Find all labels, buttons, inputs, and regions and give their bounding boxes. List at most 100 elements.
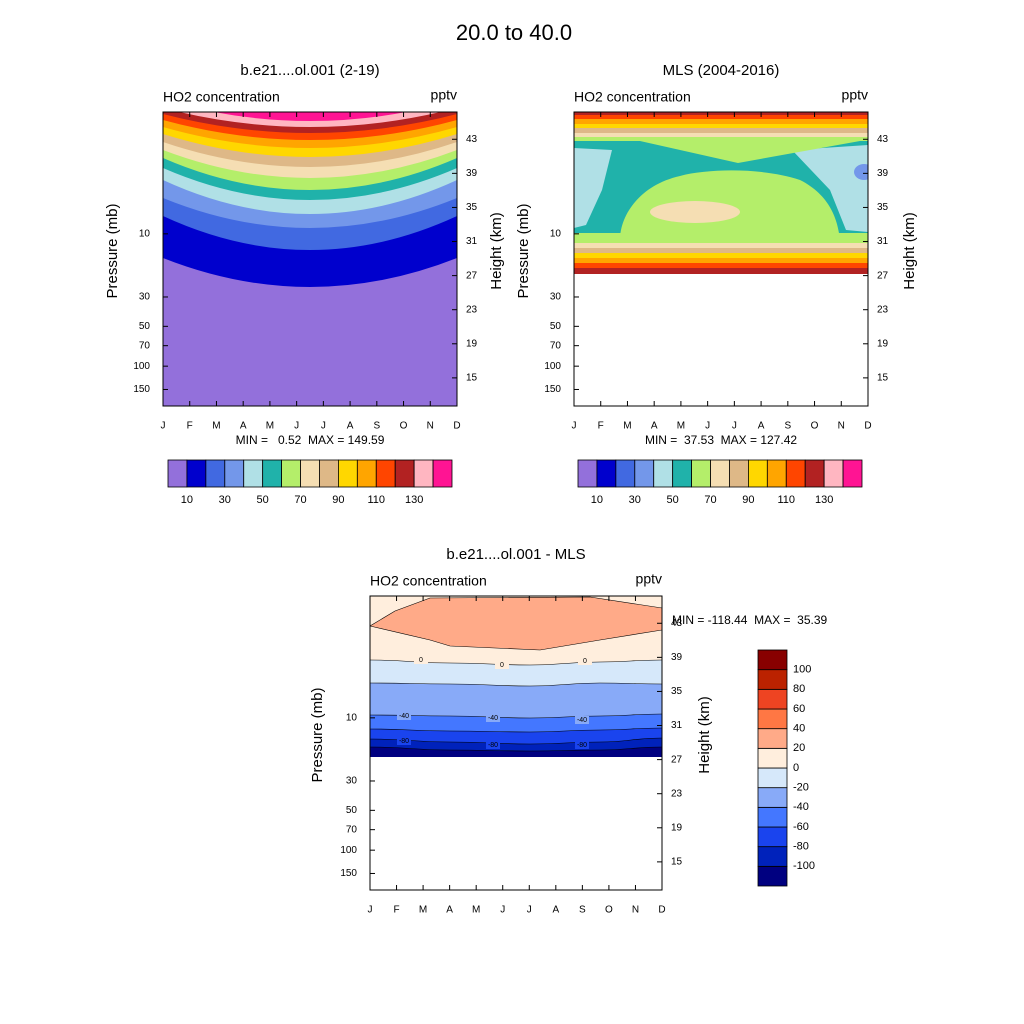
colorbar-box <box>337 459 358 488</box>
contour-label-bg <box>575 741 589 749</box>
contour-label: -80 <box>488 742 498 749</box>
contour-label-bg <box>397 737 411 745</box>
contour-fill <box>650 201 740 223</box>
colorbar-box <box>823 459 844 488</box>
colorbar-box <box>634 459 655 488</box>
contour-fill <box>574 128 868 133</box>
x-tick-label: N <box>632 905 639 916</box>
x-tick-label: M <box>419 905 427 916</box>
colorbar-label: 30 <box>219 494 231 506</box>
colorbar-label: 70 <box>294 494 306 506</box>
contour-label-bg <box>414 656 428 664</box>
colorbar-box <box>757 728 788 749</box>
x-tick-label: J <box>368 905 373 916</box>
contour-label-bg <box>578 657 592 665</box>
contour-fill <box>574 148 612 228</box>
colorbar-box <box>615 459 636 488</box>
colorbar-label: 60 <box>793 703 805 715</box>
x-tick-label: O <box>400 421 408 432</box>
colorbar-box <box>262 459 282 488</box>
contour-line <box>370 682 662 687</box>
y2-tick-label: 15 <box>671 857 683 868</box>
x-tick-label: N <box>838 421 845 432</box>
contour-fill <box>854 164 868 180</box>
contour-fill <box>370 747 662 757</box>
colorbar-box <box>757 826 788 848</box>
colorbar-box <box>577 459 598 488</box>
x-tick-label: S <box>373 421 380 432</box>
y-tick-label: 50 <box>346 805 358 816</box>
colorbar-label: 110 <box>367 494 385 506</box>
colorbar-label: 130 <box>405 494 423 506</box>
x-tick-label: M <box>266 421 274 432</box>
x-tick-label: A <box>446 905 453 916</box>
y-tick-label: 50 <box>139 321 151 332</box>
y-tick-label: 10 <box>139 228 151 239</box>
colorbar-label: 110 <box>777 494 795 506</box>
y-tick-label: 150 <box>340 868 357 879</box>
colorbar-box <box>729 459 749 488</box>
colorbar-box <box>757 767 788 789</box>
colorbar-label: -20 <box>793 782 809 794</box>
colorbar-box <box>356 459 377 488</box>
y2-tick-label: 19 <box>671 822 683 833</box>
y2-tick-label: 39 <box>466 168 478 179</box>
figure-title: 20.0 to 40.0 <box>456 20 572 45</box>
colorbar-box <box>785 459 806 488</box>
y2-tick-label: 39 <box>671 652 683 663</box>
x-tick-label: J <box>294 421 299 432</box>
x-tick-label: A <box>651 421 658 432</box>
contour-fill <box>792 145 868 232</box>
x-tick-label: J <box>732 421 737 432</box>
colorbar-label: 10 <box>181 494 193 506</box>
colorbar-box <box>757 747 788 769</box>
contour-fill <box>574 137 868 141</box>
contour-label-bg <box>397 712 411 720</box>
contour-fill <box>574 115 868 119</box>
x-tick-label: A <box>552 905 559 916</box>
contour-fill <box>640 141 860 163</box>
contour-fill <box>163 258 457 406</box>
colorbar-label: 130 <box>815 494 833 506</box>
y-tick-label: 70 <box>346 824 358 835</box>
colorbar-box <box>757 846 788 867</box>
colorbar-label: -100 <box>793 860 815 872</box>
colorbar-box <box>757 806 788 828</box>
x-tick-label: M <box>623 421 631 432</box>
plot-frame <box>573 111 869 407</box>
colorbar-label: 20 <box>793 742 805 754</box>
colorbar-label: -60 <box>793 821 809 833</box>
colorbar-box <box>186 459 207 488</box>
colorbar-box <box>281 459 301 488</box>
stats: MIN = -118.44 MAX = 35.39 <box>672 613 828 627</box>
colorbar-box <box>757 688 788 710</box>
colorbar-box <box>748 459 768 488</box>
x-tick-label: J <box>321 421 326 432</box>
colorbar-label: 90 <box>742 494 754 506</box>
colorbar-box <box>757 787 788 808</box>
contour-label: -40 <box>399 713 409 720</box>
contour-label: -40 <box>488 715 498 722</box>
contour-label-bg <box>486 714 500 722</box>
contour-label-bg <box>486 741 500 749</box>
stats: MIN = 0.52 MAX = 149.59 <box>236 433 385 447</box>
y2-tick-label: 15 <box>466 373 478 384</box>
y-axis-label: Pressure (mb) <box>104 203 121 298</box>
y-tick-label: 70 <box>139 340 151 351</box>
y-tick-label: 150 <box>544 384 561 395</box>
colorbar-box <box>243 459 264 488</box>
left-string: HO2 concentration <box>574 89 691 105</box>
colorbar-label: 0 <box>793 762 799 774</box>
colorbar-box <box>757 708 788 730</box>
x-tick-label: J <box>705 421 710 432</box>
y2-tick-label: 35 <box>671 686 683 697</box>
x-tick-label: D <box>864 421 871 432</box>
y2-tick-label: 31 <box>877 236 889 247</box>
colorbar-box <box>757 669 788 690</box>
colorbar-label: -40 <box>793 801 809 813</box>
x-tick-label: J <box>572 421 577 432</box>
colorbar-box <box>757 649 788 671</box>
colorbar-box <box>224 459 245 488</box>
panel-title: MLS (2004-2016) <box>663 62 780 79</box>
colorbar-box <box>757 865 788 887</box>
